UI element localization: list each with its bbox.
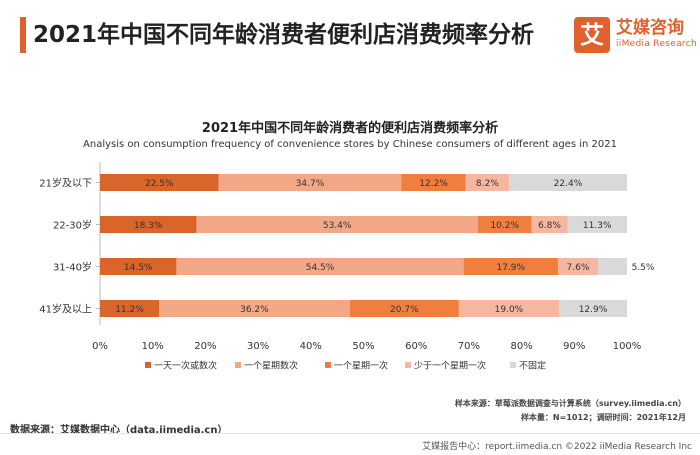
data-label: 12.9% bbox=[579, 305, 608, 315]
x-tick-label: 30% bbox=[247, 341, 269, 352]
data-label: 34.7% bbox=[296, 179, 325, 189]
data-label: 6.8% bbox=[538, 221, 561, 231]
footer-divider bbox=[0, 433, 700, 434]
footer-text: 艾媒报告中心：report.iimedia.cn ©2022 iiMedia R… bbox=[422, 442, 692, 452]
data-label: 11.3% bbox=[583, 221, 612, 231]
legend-swatch bbox=[510, 362, 516, 368]
bar-segment bbox=[559, 300, 627, 317]
data-label: 22.4% bbox=[554, 179, 583, 189]
data-source-note: 数据来源：艾媒数据中心（data.iimedia.cn） bbox=[10, 425, 228, 436]
data-label: 17.9% bbox=[496, 263, 525, 273]
legend-label: 少于一个星期一次 bbox=[414, 360, 486, 372]
legend-swatch bbox=[325, 362, 331, 368]
logo-name: 艾媒咨询 bbox=[616, 18, 684, 38]
x-tick-label: 10% bbox=[142, 341, 164, 352]
data-label: 7.6% bbox=[567, 263, 590, 273]
logo-tagline: iiMedia Research bbox=[616, 39, 697, 49]
data-label: 8.2% bbox=[476, 179, 499, 189]
bar-segment bbox=[100, 300, 160, 317]
data-label: 10.2% bbox=[490, 221, 519, 231]
x-tick-label: 100% bbox=[613, 341, 642, 352]
data-label: 53.4% bbox=[323, 221, 352, 231]
x-tick-label: 60% bbox=[405, 341, 427, 352]
bar-segment bbox=[463, 258, 558, 275]
x-tick-label: 40% bbox=[300, 341, 322, 352]
bar-segment bbox=[508, 174, 627, 191]
stacked-bar-chart: 21岁及以下 22.5% 34.7% 12.2% 8.2% 22.4% 22-30岁 18.3… bbox=[39, 162, 655, 372]
bar-segment bbox=[477, 216, 532, 233]
data-label: 54.5% bbox=[306, 263, 335, 273]
header-accent-bar bbox=[20, 17, 26, 53]
data-label: 20.7% bbox=[390, 305, 419, 315]
data-label: 12.2% bbox=[419, 179, 448, 189]
bar-segment bbox=[349, 300, 459, 317]
bar-segment bbox=[100, 216, 197, 233]
data-label: 18.3% bbox=[134, 221, 163, 231]
legend-label: 一个星期一次 bbox=[334, 360, 388, 372]
bar-segment bbox=[557, 258, 599, 275]
chart-title: 2021年中国不同年龄消费者的便利店消费频率分析 bbox=[201, 121, 499, 136]
bar-segment bbox=[100, 174, 219, 191]
sample-size-note: 样本量：N=1012；调研时间：2021年12月 bbox=[520, 413, 686, 422]
x-tick-label: 90% bbox=[563, 341, 585, 352]
bar-segment bbox=[401, 174, 466, 191]
data-label: 11.2% bbox=[115, 305, 144, 315]
bar-segment bbox=[196, 216, 478, 233]
data-label: 14.5% bbox=[124, 263, 153, 273]
bar-segment bbox=[465, 174, 509, 191]
legend-label: 一天一次或数次 bbox=[154, 360, 217, 372]
category-label: 41岁及以上 bbox=[39, 303, 92, 316]
x-tick-label: 50% bbox=[352, 341, 374, 352]
data-label: 19.0% bbox=[495, 305, 524, 315]
brand-logo: 艾 艾媒咨询 iiMedia Research bbox=[574, 17, 697, 57]
bar-segment bbox=[100, 258, 177, 275]
data-label: 22.5% bbox=[145, 179, 174, 189]
bar-segment bbox=[531, 216, 568, 233]
bar-segment bbox=[176, 258, 464, 275]
bar-segment bbox=[598, 258, 627, 275]
sample-source-note: 样本来源：草莓派数据调查与计算系统（survey.iimedia.cn） bbox=[454, 399, 686, 408]
category-label: 31-40岁 bbox=[53, 261, 92, 274]
page-title: 2021年中国不同年龄消费者便利店消费频率分析 bbox=[33, 22, 535, 48]
category-label: 22-30岁 bbox=[53, 219, 92, 232]
logo-mark-icon: 艾 bbox=[574, 17, 610, 53]
x-tick-label: 20% bbox=[194, 341, 216, 352]
bar-segment bbox=[458, 300, 560, 317]
legend-label: 不固定 bbox=[519, 360, 546, 372]
chart-subtitle: Analysis on consumption frequency of con… bbox=[83, 139, 617, 150]
bar-segment bbox=[159, 300, 350, 317]
data-label: 36.2% bbox=[240, 305, 269, 315]
legend-swatch bbox=[405, 362, 411, 368]
bar-segment bbox=[567, 216, 627, 233]
legend-label: 一个星期数次 bbox=[244, 360, 298, 372]
bar-segment bbox=[218, 174, 402, 191]
legend-swatch bbox=[145, 362, 151, 368]
legend-swatch bbox=[235, 362, 241, 368]
category-label: 21岁及以下 bbox=[39, 177, 92, 190]
x-tick-label: 0% bbox=[92, 341, 108, 352]
x-tick-label: 70% bbox=[458, 341, 480, 352]
data-label: 5.5% bbox=[632, 263, 655, 273]
x-tick-label: 80% bbox=[510, 341, 532, 352]
